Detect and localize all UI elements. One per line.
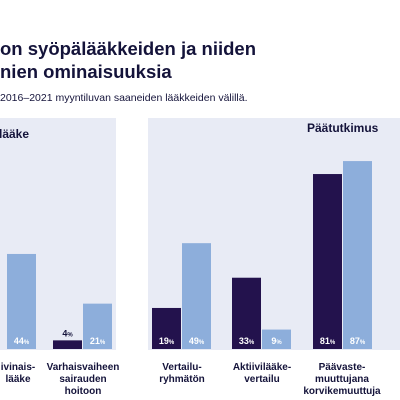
bar-value-label: 9% [271,336,282,346]
bar-dark-4 [313,174,342,349]
bar-light-4 [343,161,372,349]
bar-light-1 [83,303,112,349]
category-label: Aktiivilääke-vertailu [233,362,291,385]
bar-dark-2 [152,307,181,349]
chart-subtitle: 2016–2021 myyntiluvan saaneiden lääkkeid… [0,92,248,104]
bar-value-label: 19% [159,336,175,346]
category-label: Päävaste-muuttujana korvikemuuttuja [303,362,381,397]
chart-title: on syöpälääkkeiden ja niiden nien ominai… [0,37,256,83]
bar-value-label: 44% [14,336,30,346]
bar-light-2 [182,243,211,349]
bar-value-label: 21% [90,336,106,346]
chart-title-line-1: on syöpälääkkeiden ja niiden [0,38,257,59]
bar-value-label: 49% [189,336,205,346]
bar-light-3 [262,329,291,349]
bar-value-label: 87% [350,336,366,346]
bar-value-label: 81% [320,336,336,346]
category-label: Vertailu-ryhmätön [159,362,205,385]
bar-dark-3 [232,277,261,349]
category-label: ivinais-lääke [1,362,35,385]
category-label: Varhaisvaiheen sairauden hoitoon [47,362,120,397]
panel-title-left: lääke [0,127,29,141]
bar-dark-1 [53,340,82,349]
panel-title-right: Päätutkimus [307,121,379,135]
bar-light-0 [7,253,36,349]
chart-title-line-2: nien ominaisuuksia [0,61,172,82]
bar-value-label: 4% [62,328,73,338]
bar-value-label: 33% [239,336,255,346]
